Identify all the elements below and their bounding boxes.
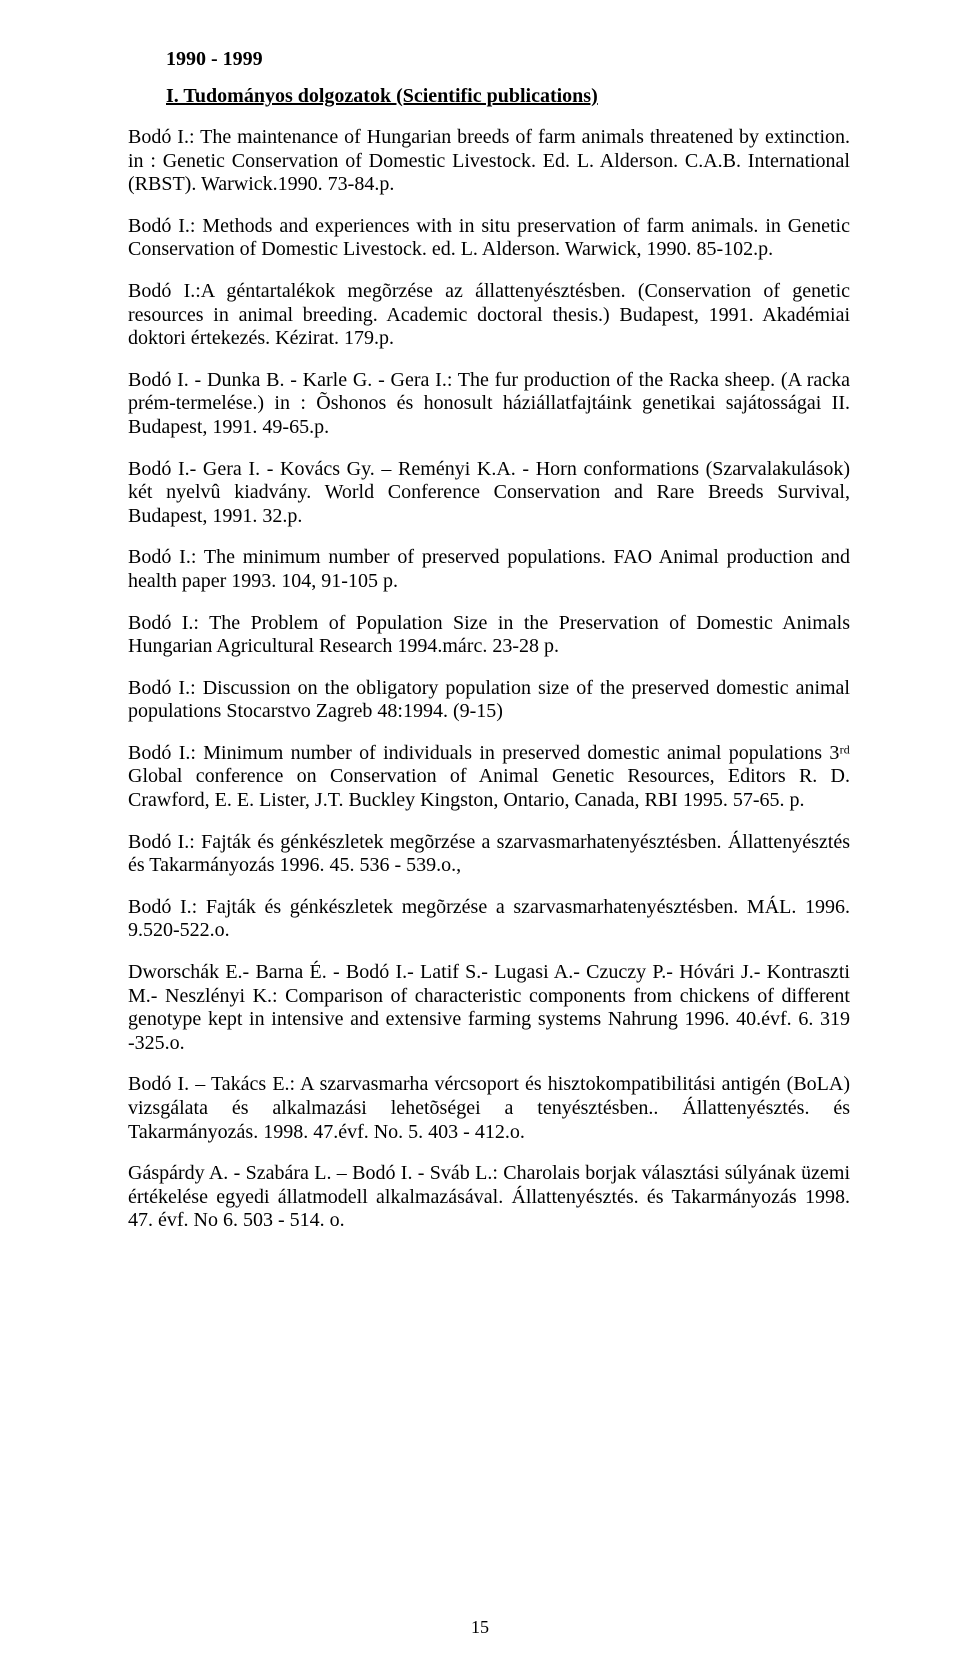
bibliography-entry: Bodó I. - Dunka B. - Karle G. - Gera I.:… xyxy=(128,369,850,440)
bibliography-entry: Dworschák E.- Barna É. - Bodó I.- Latif … xyxy=(128,961,850,1055)
bibliography-entry: Bodó I.: Fajták és génkészletek megõrzés… xyxy=(128,831,850,878)
section-heading: I. Tudományos dolgozatok (Scientific pub… xyxy=(166,85,850,108)
page-number: 15 xyxy=(0,1617,960,1638)
year-heading: 1990 - 1999 xyxy=(166,48,850,71)
bibliography-entry: Bodó I.: The Problem of Population Size … xyxy=(128,612,850,659)
bibliography-entry: Bodó I.: Minimum number of individuals i… xyxy=(128,742,850,813)
bibliography-entry: Bodó I.: Discussion on the obligatory po… xyxy=(128,677,850,724)
bibliography-entry: Bodó I.- Gera I. - Kovács Gy. – Reményi … xyxy=(128,458,850,529)
bibliography-entry: Bodó I.:A géntartalékok megõrzése az áll… xyxy=(128,280,850,351)
bibliography-entry: Bodó I. – Takács E.: A szarvasmarha vérc… xyxy=(128,1073,850,1144)
bibliography-entry: Bodó I.: The maintenance of Hungarian br… xyxy=(128,126,850,197)
bibliography-entry: Bodó I.: Fajták és génkészletek megõrzés… xyxy=(128,896,850,943)
bibliography-entry: Bodó I.: The minimum number of preserved… xyxy=(128,546,850,593)
bibliography-entry: Gáspárdy A. - Szabára L. – Bodó I. - Svá… xyxy=(128,1162,850,1233)
bibliography-entry: Bodó I.: Methods and experiences with in… xyxy=(128,215,850,262)
